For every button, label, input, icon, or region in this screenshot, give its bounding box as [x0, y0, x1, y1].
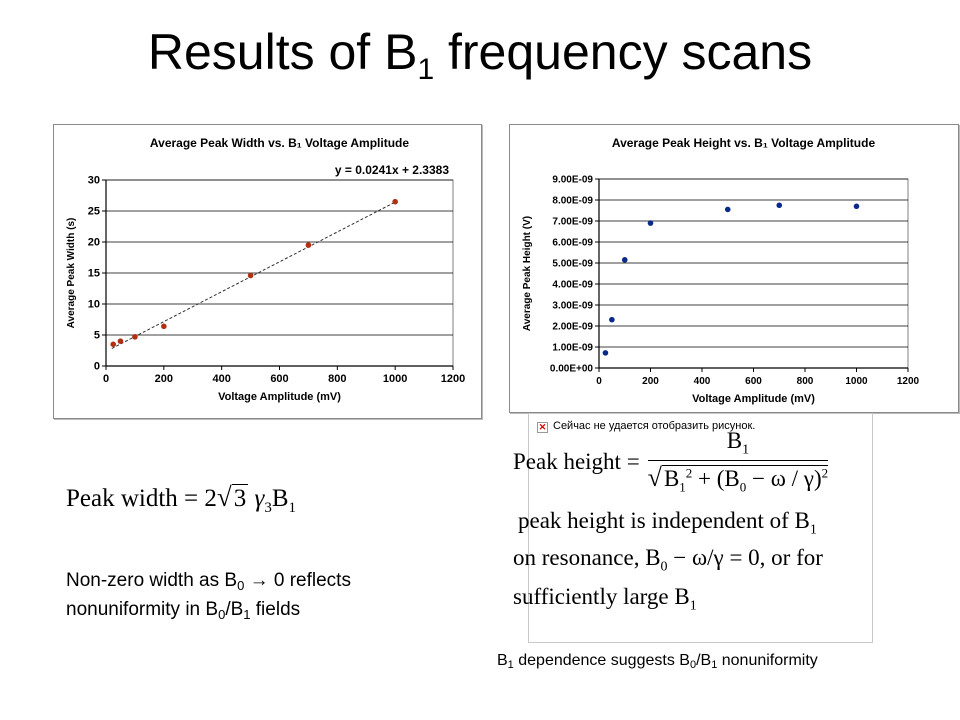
x-axis-label: Voltage Amplitude (mV) [218, 391, 341, 403]
y-tick-label: 10 [88, 299, 100, 311]
data-point [392, 198, 398, 205]
y-tick-label: 0.00E+00 [550, 364, 594, 375]
data-point [110, 341, 117, 348]
x-tick-label: 200 [155, 373, 173, 385]
plot-area [598, 178, 909, 369]
x-tick-label: 1000 [845, 376, 868, 387]
x-tick-label: 1000 [383, 373, 407, 385]
slide-title-subscript: 1 [417, 53, 435, 86]
y-tick-label: 8.00E-09 [552, 196, 593, 207]
x-tick-label: 0 [103, 373, 109, 385]
peak-width-chart-svg: 0 5 10 15 20 25 30 0 200 400 600 800 1000 1200 y = 0.0… [66, 136, 465, 403]
x-tick-label: 1200 [441, 373, 465, 385]
data-point [853, 203, 860, 210]
x-tick-label: 800 [797, 376, 814, 387]
x-tick-label: 400 [212, 373, 230, 385]
nonzero-width-note: Non-zero width as B0 → 0 reflects nonuni… [66, 569, 351, 627]
x-tick-label: 0 [596, 376, 602, 387]
data-point [117, 338, 124, 344]
peak-height-chart-svg: 0.00E+00 1.00E-09 2.00E-09 3.00E-09 4.00E-09… [522, 136, 920, 405]
x-axis-label: Voltage Amplitude (mV) [692, 393, 815, 405]
y-tick-label: 1.00E-09 [552, 343, 593, 354]
sqrt-radicand: 3 [231, 484, 249, 512]
gamma-symbol: γ [254, 485, 265, 512]
data-point [609, 316, 615, 323]
x-tick-label: 600 [745, 376, 762, 387]
sqrt-symbol: √ [216, 482, 232, 512]
slide-title-main: Results of B [147, 24, 418, 80]
broken-image-text: Сейчас не удается отобразить рисунок. [553, 420, 756, 432]
broken-image-notice: ✕ Сейчас не удается отобразить рисунок. [537, 420, 755, 433]
data-point [305, 242, 312, 248]
data-point [602, 350, 609, 356]
y-tick-label: 5 [94, 330, 100, 342]
fraction-bar [647, 459, 829, 461]
y-tick-label: 15 [88, 268, 100, 280]
peak-height-lhs: Peak height = [513, 448, 640, 474]
peak-height-chart: 0.00E+00 1.00E-09 2.00E-09 3.00E-09 4.00E-09… [509, 124, 959, 413]
chart-title: Average Peak Height vs. B₁ Voltage Ampli… [612, 136, 876, 150]
trendline [111, 201, 396, 349]
fraction-numerator: B1 [726, 428, 750, 458]
y-tick-label: 3.00E-09 [552, 301, 593, 312]
independence-line: peak height is independent of B1 [518, 508, 817, 538]
chart-title: Average Peak Width vs. B₁ Voltage Amplit… [150, 136, 409, 150]
peak-width-eq: = 2 [177, 485, 217, 512]
data-point [132, 334, 138, 340]
y-tick-label: 2.00E-09 [552, 322, 593, 333]
peak-width-lhs: Peak width [66, 485, 178, 512]
resonance-line: on resonance, B0 − ω/γ = 0, or for [513, 545, 823, 575]
peak-height-formula: Peak height = B1 √B12 + (B0 − ω / γ)2 [513, 428, 829, 495]
note-line-2: nonuniformity in B0/B1 fields [66, 599, 301, 622]
y-tick-label: 7.00E-09 [552, 217, 593, 228]
fraction-denominator: √B12 + (B0 − ω / γ)2 [647, 462, 829, 495]
slide-title-rest: frequency scans [434, 24, 813, 80]
x-tick-label: 1200 [897, 376, 920, 387]
note-line-1: Non-zero width as B0 → 0 reflects [66, 570, 351, 593]
data-point [161, 323, 167, 330]
data-point [621, 257, 628, 263]
large-b1-line: sufficiently large B1 [513, 584, 697, 614]
peak-width-chart: 0 5 10 15 20 25 30 0 200 400 600 800 1000 1200 y = 0.0… [53, 124, 482, 419]
y-tick-label: 5.00E-09 [552, 259, 593, 270]
y-tick-label: 30 [88, 175, 100, 187]
data-point [776, 202, 783, 209]
b-subscript: 1 [288, 500, 297, 516]
x-tick-label: 200 [642, 376, 659, 387]
x-tick-label: 400 [694, 376, 711, 387]
broken-image-icon: ✕ [537, 422, 548, 433]
y-tick-label: 9.00E-09 [552, 175, 593, 186]
y-tick-label: 6.00E-09 [552, 238, 593, 249]
y-tick-label: 20 [88, 237, 100, 249]
y-tick-label: 0 [94, 361, 100, 373]
data-point [724, 206, 731, 213]
b1-dependence-caption: B1 dependence suggests B0/B1 nonuniformi… [497, 652, 818, 671]
data-point [647, 220, 654, 226]
image-placeholder-frame [528, 413, 873, 643]
slide-title: Results of B1 frequency scans [0, 22, 960, 100]
x-tick-label: 800 [328, 373, 346, 385]
y-axis-label: Average Peak Width (s) [66, 218, 77, 329]
b-symbol: B [271, 485, 289, 512]
x-tick-label: 600 [270, 373, 288, 385]
gamma-subscript: 3 [264, 500, 272, 516]
trendline-equation: y = 0.0241x + 2.3383 [335, 163, 449, 177]
y-axis-label: Average Peak Height (V) [522, 216, 533, 331]
peak-width-formula: Peak width = 2√3 γ3B1 [66, 482, 296, 517]
y-tick-label: 25 [88, 206, 100, 218]
y-tick-label: 4.00E-09 [552, 280, 593, 291]
data-point [247, 272, 254, 279]
